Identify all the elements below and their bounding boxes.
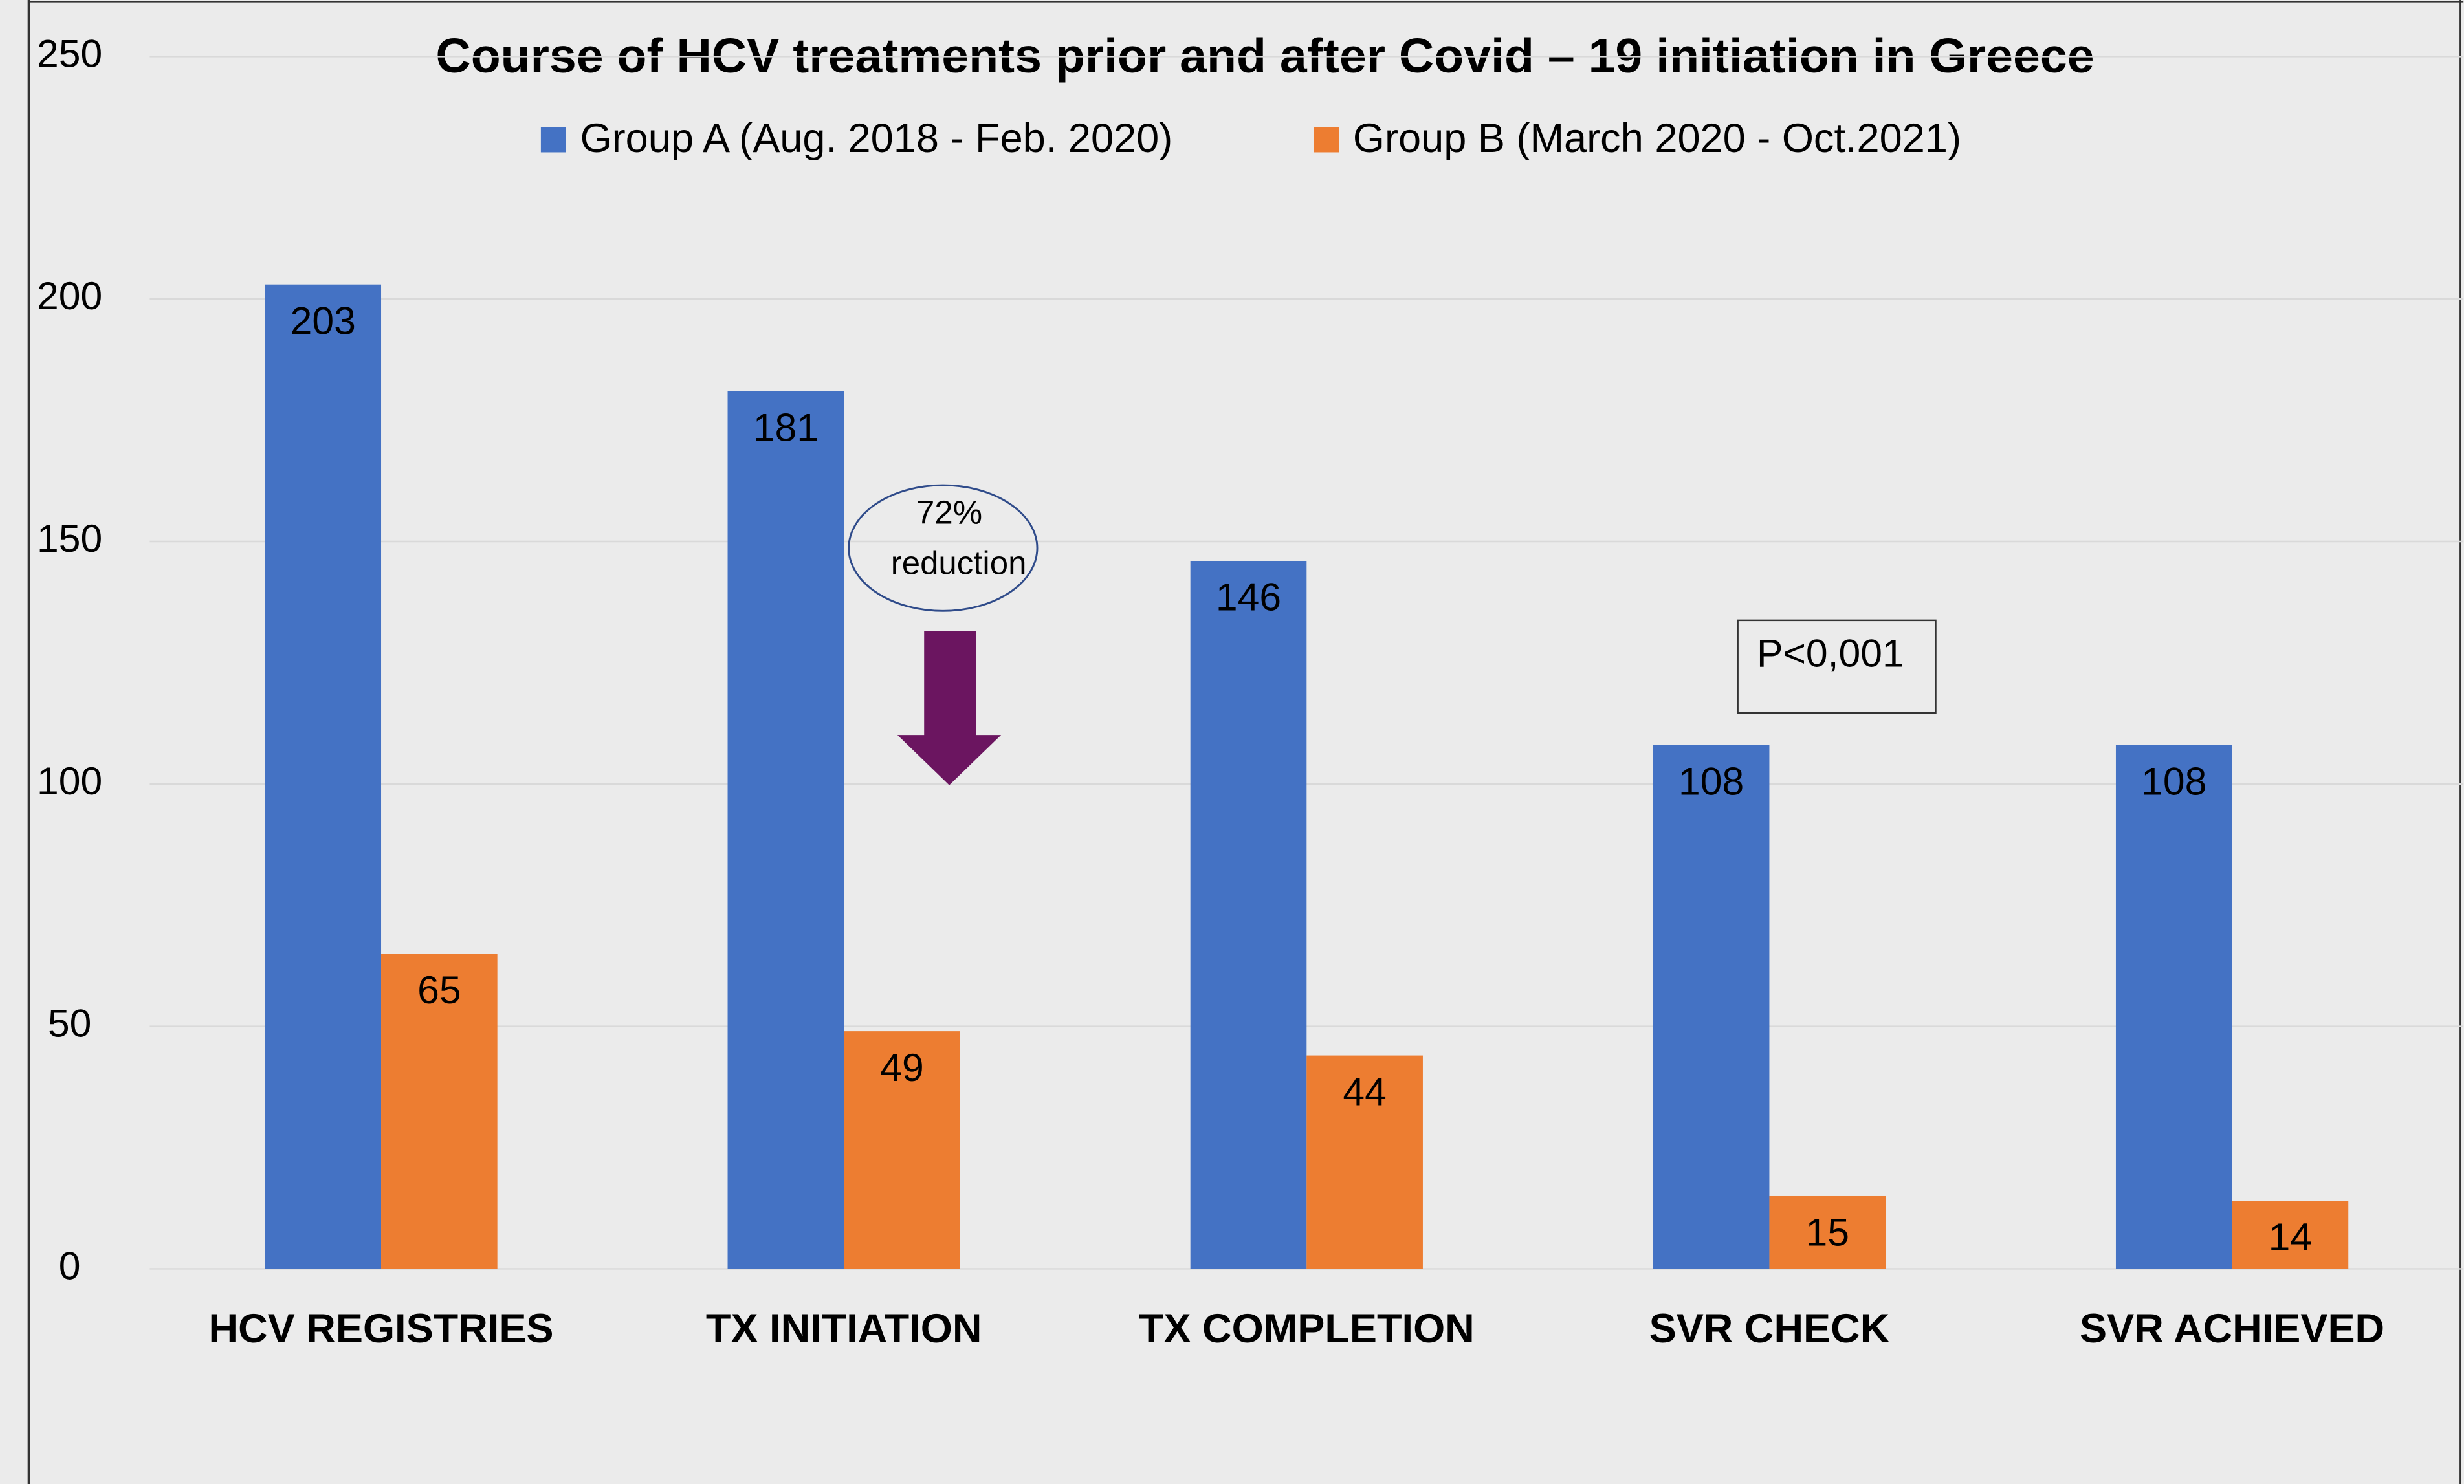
data-label: 65 xyxy=(417,968,461,1012)
legend-label: Group A (Aug. 2018 - Feb. 2020) xyxy=(580,116,1173,161)
bar xyxy=(1653,745,1770,1269)
legend-swatch xyxy=(540,127,566,153)
annotation-ellipse xyxy=(848,484,1039,612)
y-tick-label: 0 xyxy=(59,1243,81,1287)
bar xyxy=(1306,1055,1423,1269)
bar xyxy=(2115,745,2232,1269)
y-tick-label: 150 xyxy=(37,516,102,560)
bar xyxy=(727,391,844,1269)
bar xyxy=(844,1031,960,1269)
x-tick-label: TX INITIATION xyxy=(706,1306,982,1351)
annotation: P<0,001 xyxy=(1757,631,1904,675)
data-label: 49 xyxy=(880,1045,924,1089)
bar xyxy=(1190,560,1307,1269)
y-tick-label: 200 xyxy=(37,274,102,318)
y-tick-label: 50 xyxy=(48,1001,92,1045)
legend-swatch xyxy=(1314,127,1339,153)
x-tick-label: SVR ACHIEVED xyxy=(2080,1306,2384,1351)
data-label: 203 xyxy=(291,298,356,342)
data-label: 108 xyxy=(1678,759,1744,803)
annotation: 72% xyxy=(916,494,982,531)
bar xyxy=(381,954,498,1269)
x-tick-label: HCV REGISTRIES xyxy=(209,1306,554,1351)
data-label: 146 xyxy=(1216,575,1281,619)
x-tick-label: TX COMPLETION xyxy=(1139,1306,1475,1351)
data-label: 14 xyxy=(2269,1215,2313,1259)
y-tick-label: 100 xyxy=(37,759,102,803)
y-tick-label: 250 xyxy=(37,31,102,75)
annotation: reduction xyxy=(891,544,1027,581)
annotation-box xyxy=(1737,619,1937,714)
chart-title: Course of HCV treatments prior and after… xyxy=(435,28,2094,83)
data-label: 181 xyxy=(753,405,819,449)
arrow xyxy=(897,631,1002,785)
data-label: 44 xyxy=(1343,1069,1387,1113)
bar xyxy=(265,284,382,1269)
data-label: 108 xyxy=(2141,759,2206,803)
bar xyxy=(1769,1195,1886,1269)
plot: 0 50 100 150 200 250 Group A (Aug. 2018 - Feb.… xyxy=(37,31,2464,1351)
bar xyxy=(2232,1201,2349,1269)
legend-label: Group B (March 2020 - Oct.2021) xyxy=(1353,116,1961,161)
data-label: 15 xyxy=(1806,1210,1850,1254)
x-tick-label: SVR CHECK xyxy=(1649,1306,1890,1351)
